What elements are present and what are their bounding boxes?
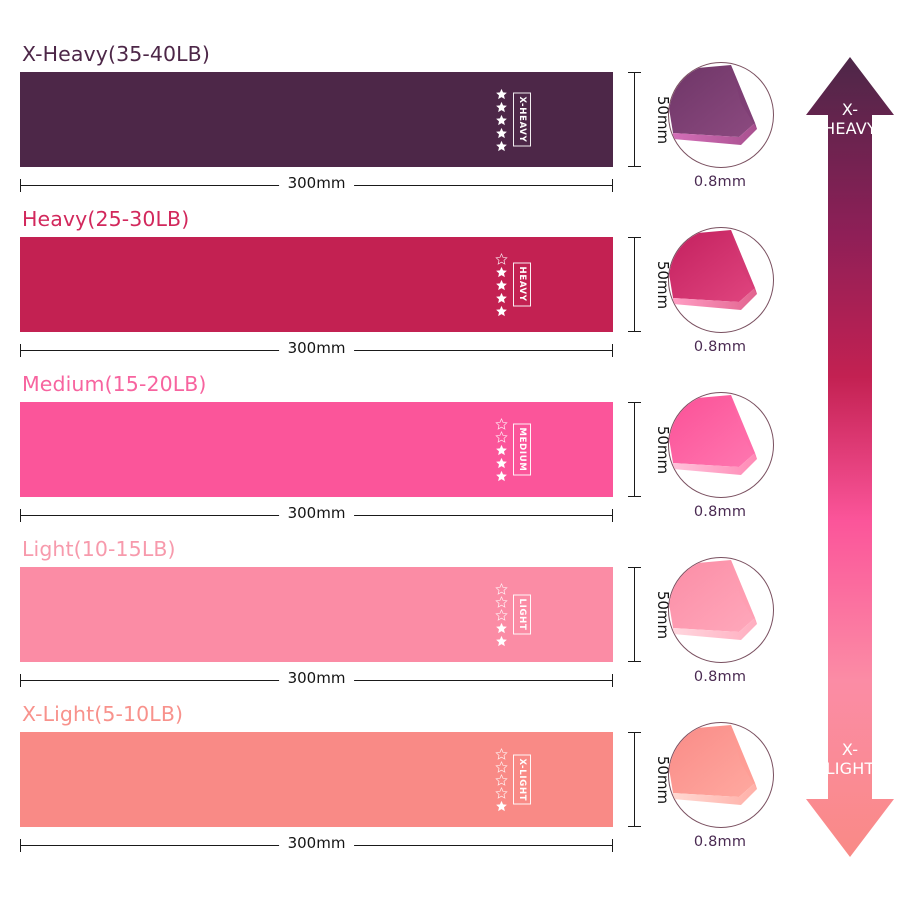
band-marking-medium: MEDIUM — [494, 417, 531, 482]
star-outline-icon — [494, 760, 508, 773]
star-outline-icon — [494, 773, 508, 786]
band-marking-heavy: HEAVY — [494, 252, 531, 317]
thickness-photo-light — [668, 557, 774, 663]
band-title-light: Light(10-15LB) — [22, 537, 176, 561]
star-filled-icon — [495, 266, 507, 277]
star-filled-icon — [495, 292, 507, 303]
band-swatch-heavy: HEAVY — [20, 237, 613, 332]
band-marking-light: LIGHT — [494, 582, 531, 647]
height-dimension-medium: 50mm — [627, 402, 672, 497]
star-filled-icon — [495, 305, 507, 316]
star-outline-icon — [494, 747, 508, 760]
star-filled-icon — [495, 114, 507, 125]
arrow-label-bottom: X- LIGHT — [806, 740, 894, 779]
thickness-label-light: 0.8mm — [693, 669, 747, 685]
band-swatch-x-light: X-LIGHT — [20, 732, 613, 827]
band-title-medium: Medium(15-20LB) — [22, 372, 207, 396]
star-filled-icon — [495, 444, 507, 455]
band-swatch-x-heavy: X-HEAVY — [20, 72, 613, 167]
arrow-label-bottom-line1: X- — [841, 740, 859, 760]
band-tag-heavy: HEAVY — [512, 262, 531, 307]
star-rating-light — [494, 582, 508, 647]
band-tag-x-light: X-LIGHT — [512, 754, 531, 805]
width-dimension-x-heavy: 300mm — [20, 174, 613, 195]
thickness-label-heavy: 0.8mm — [693, 339, 747, 355]
star-filled-icon — [495, 470, 507, 481]
height-dimension-light: 50mm — [627, 567, 672, 662]
height-dimension-x-light: 50mm — [627, 732, 672, 827]
width-dimension-medium: 300mm — [20, 504, 613, 525]
band-title-x-light: X-Light(5-10LB) — [22, 702, 184, 726]
width-dimension-x-light: 300mm — [20, 834, 613, 855]
band-swatch-medium: MEDIUM — [20, 402, 613, 497]
star-outline-icon — [494, 595, 508, 608]
width-dimension-label: 300mm — [278, 339, 355, 357]
thickness-photo-medium — [668, 392, 774, 498]
width-dimension-light: 300mm — [20, 669, 613, 690]
width-dimension-label: 300mm — [278, 174, 355, 192]
width-dimension-heavy: 300mm — [20, 339, 613, 360]
band-title-heavy: Heavy(25-30LB) — [22, 207, 190, 231]
band-tag-x-heavy: X-HEAVY — [512, 92, 531, 147]
thickness-label-x-heavy: 0.8mm — [693, 174, 747, 190]
star-rating-heavy — [494, 252, 508, 317]
height-dimension-heavy: 50mm — [627, 237, 672, 332]
thickness-photo-heavy — [668, 227, 774, 333]
band-marking-x-light: X-LIGHT — [494, 747, 531, 812]
star-outline-icon — [494, 430, 508, 443]
band-fold-illustration — [669, 230, 757, 310]
thickness-label-x-light: 0.8mm — [693, 834, 747, 850]
star-filled-icon — [495, 140, 507, 151]
band-fold-illustration — [669, 725, 757, 805]
band-fold-illustration — [669, 560, 757, 640]
thickness-photo-x-light — [668, 722, 774, 828]
band-swatch-light: LIGHT — [20, 567, 613, 662]
thickness-label-medium: 0.8mm — [693, 504, 747, 520]
star-outline-icon — [494, 252, 508, 265]
width-dimension-label: 300mm — [278, 834, 355, 852]
arrow-label-top-line2: HEAVY — [823, 118, 877, 138]
star-outline-icon — [494, 786, 508, 799]
star-outline-icon — [494, 417, 508, 430]
star-filled-icon — [495, 127, 507, 138]
star-rating-medium — [494, 417, 508, 482]
star-filled-icon — [495, 101, 507, 112]
arrow-label-bottom-line2: LIGHT — [825, 759, 875, 779]
band-fold-illustration — [669, 65, 757, 145]
arrow-label-top: X- HEAVY — [806, 100, 894, 139]
star-rating-x-heavy — [495, 87, 508, 152]
width-dimension-label: 300mm — [278, 669, 355, 687]
arrow-shape — [806, 57, 894, 857]
strength-gradient-arrow: X- HEAVY X- LIGHT — [806, 57, 894, 857]
band-fold-illustration — [669, 395, 757, 475]
width-dimension-label: 300mm — [278, 504, 355, 522]
star-filled-icon — [495, 635, 507, 646]
height-dimension-x-heavy: 50mm — [627, 72, 672, 167]
star-filled-icon — [495, 457, 507, 468]
star-outline-icon — [494, 608, 508, 621]
thickness-photo-x-heavy — [668, 62, 774, 168]
band-marking-x-heavy: X-HEAVY — [495, 87, 531, 152]
band-tag-medium: MEDIUM — [512, 423, 531, 476]
star-filled-icon — [495, 88, 507, 99]
star-filled-icon — [495, 279, 507, 290]
star-filled-icon — [495, 622, 507, 633]
band-title-x-heavy: X-Heavy(35-40LB) — [22, 42, 210, 66]
star-rating-x-light — [494, 747, 508, 812]
arrow-label-top-line1: X- — [841, 100, 859, 119]
star-filled-icon — [495, 800, 507, 811]
star-outline-icon — [494, 582, 508, 595]
band-tag-light: LIGHT — [512, 594, 531, 635]
